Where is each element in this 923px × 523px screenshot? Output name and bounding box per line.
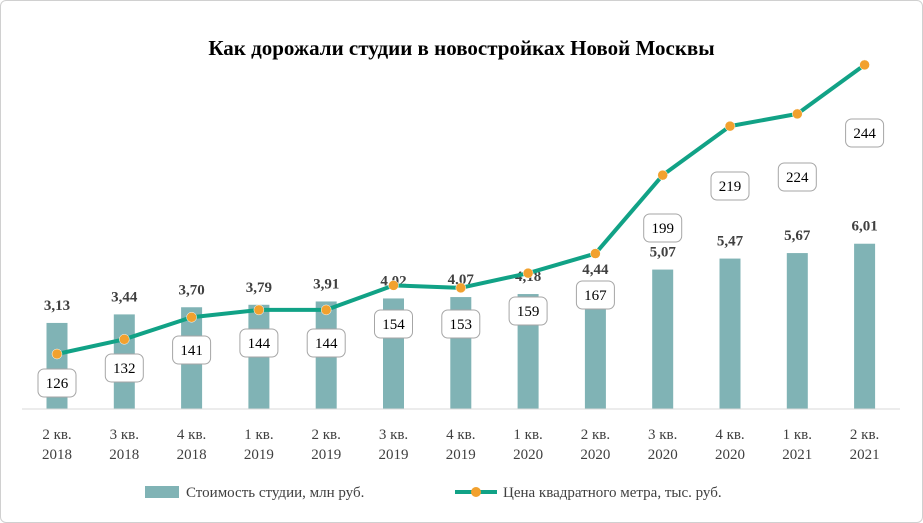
x-tick-label: 2 кв. <box>42 427 71 443</box>
x-axis-ticks: 2 кв. 2018 3 кв. 2018 4 кв. 2018 1 кв. 2019 2 кв… <box>42 427 880 463</box>
line-value-label: 219 <box>719 179 742 195</box>
line-value-label: 141 <box>180 343 203 359</box>
line-point <box>657 169 668 181</box>
line-point <box>522 267 534 279</box>
line-label-box <box>239 328 279 358</box>
line-value-label: 132 <box>113 361 136 377</box>
x-tick-label: 2018 <box>109 447 139 463</box>
line-label-box <box>575 280 615 310</box>
x-tick-label: 2019 <box>446 447 476 463</box>
line-label-box <box>306 328 346 358</box>
bar-value-label: 5,47 <box>717 234 744 250</box>
line-label-box <box>37 368 77 398</box>
bar-value-label: 4,44 <box>582 262 609 278</box>
x-tick-label: 1 кв. <box>244 427 273 443</box>
bar-value-labels: 3,133,443,703,793,914,024,074,184,445,07… <box>44 219 878 314</box>
line-value-label: 244 <box>853 126 876 142</box>
line-label-box <box>508 296 548 326</box>
x-tick-label: 2018 <box>177 447 207 463</box>
x-tick-label: 3 кв. <box>648 427 677 443</box>
bar-value-label: 3,70 <box>178 282 204 298</box>
line-point <box>186 312 197 323</box>
line-value-labels: 126 132 141 144 144 154 153 159 167 199 219 224 244 <box>37 118 885 398</box>
legend-label-bar: Стоимость студии, млн руб. <box>186 485 364 501</box>
line-value-label: 144 <box>315 336 338 352</box>
legend-label-line: Цена квадратного метра, тыс. руб. <box>503 485 722 501</box>
x-tick-label: 2019 <box>244 447 274 463</box>
x-tick-label: 2019 <box>379 447 409 463</box>
x-tick-label: 2020 <box>715 447 745 463</box>
bar-value-label: 3,79 <box>246 280 272 296</box>
line-value-label: 224 <box>786 170 809 186</box>
line-series <box>51 59 870 360</box>
x-tick-label: 3 кв. <box>110 427 139 443</box>
bar-value-label: 3,13 <box>44 298 70 314</box>
bar <box>854 243 876 409</box>
x-tick-label: 1 кв. <box>513 427 542 443</box>
line-value-label: 144 <box>248 336 271 352</box>
line-label-box <box>441 309 481 339</box>
legend: Стоимость студии, млн руб. Цена квадратно… <box>145 485 722 501</box>
line-label-box <box>777 162 817 192</box>
bar <box>652 269 674 409</box>
legend-swatch-bar <box>145 486 179 498</box>
line-value-label: 153 <box>450 317 473 333</box>
line-point <box>590 248 601 259</box>
line-point <box>253 304 265 316</box>
bar-value-label: 4,07 <box>448 272 475 288</box>
line-point <box>455 282 467 294</box>
bar-value-label: 5,07 <box>650 245 677 261</box>
x-tick-label: 4 кв. <box>177 427 206 443</box>
line-value-label: 167 <box>584 288 607 304</box>
x-tick-label: 2021 <box>850 447 880 463</box>
line-point <box>320 304 332 316</box>
x-tick-label: 2021 <box>782 447 812 463</box>
bar <box>786 253 808 409</box>
x-tick-label: 2018 <box>42 447 72 463</box>
line-label-box <box>710 171 750 201</box>
bar-value-label: 3,44 <box>111 289 138 305</box>
x-tick-label: 3 кв. <box>379 427 408 443</box>
x-tick-label: 2019 <box>311 447 341 463</box>
x-tick-label: 2 кв. <box>312 427 341 443</box>
x-tick-label: 2020 <box>513 447 543 463</box>
x-tick-label: 2 кв. <box>850 427 879 443</box>
line-label-box <box>845 118 885 148</box>
line-value-label: 199 <box>651 221 674 237</box>
chart-title: Как дорожали студии в новостройках Новой… <box>208 36 715 60</box>
line-label-box <box>643 213 683 243</box>
line-point <box>792 108 803 120</box>
bar-value-label: 6,01 <box>851 219 877 235</box>
line-label-box <box>374 309 413 339</box>
line-point <box>119 334 130 345</box>
line-point <box>859 59 870 71</box>
line-value-label: 126 <box>46 376 69 392</box>
line-point <box>724 120 736 132</box>
line-label-box <box>104 353 144 383</box>
line-value-label: 154 <box>382 317 405 333</box>
bar-value-label: 3,91 <box>313 276 339 292</box>
line-label-box <box>172 335 212 365</box>
x-tick-label: 2 кв. <box>581 427 610 443</box>
bar <box>584 286 606 409</box>
line-point <box>388 280 399 291</box>
x-tick-label: 2020 <box>580 447 610 463</box>
x-tick-label: 2020 <box>648 447 678 463</box>
x-tick-label: 4 кв. <box>715 427 744 443</box>
x-tick-label: 1 кв. <box>783 427 812 443</box>
line-value-label: 159 <box>517 304 540 320</box>
bar-value-label: 5,67 <box>784 228 811 244</box>
x-tick-label: 4 кв. <box>446 427 475 443</box>
bar <box>719 258 741 409</box>
legend-swatch-marker <box>471 487 481 497</box>
line-point <box>51 348 63 360</box>
